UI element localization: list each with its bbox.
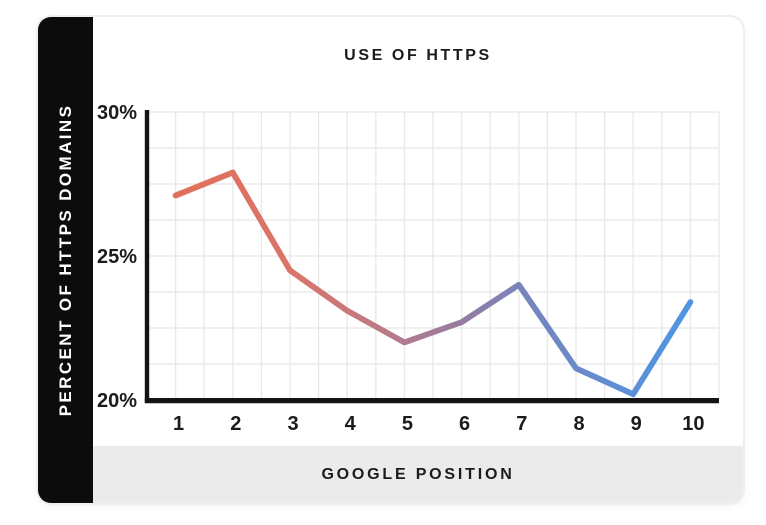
x-axis-title-bar: GOOGLE POSITION	[93, 446, 743, 503]
x-tick-label: 10	[682, 413, 704, 435]
y-tick-label: 30%	[97, 102, 137, 124]
y-axis-title-bar: PERCENT OF HTTPS DOMAINS	[38, 17, 93, 503]
y-tick-label: 25%	[97, 246, 137, 268]
x-tick-label: 9	[631, 413, 642, 435]
x-tick-label: 1	[173, 413, 184, 435]
x-tick-label: 2	[230, 413, 241, 435]
x-tick-label: 8	[573, 413, 584, 435]
x-tick-label: 7	[516, 413, 527, 435]
x-tick-label: 3	[287, 413, 298, 435]
chart-card: PERCENT OF HTTPS DOMAINS USE OF HTTPS GO…	[38, 17, 743, 503]
x-tick-label: 5	[402, 413, 413, 435]
x-tick-label: 4	[345, 413, 357, 435]
x-axis-title: GOOGLE POSITION	[321, 465, 515, 483]
y-tick-label: 20%	[97, 390, 137, 412]
x-tick-label: 6	[459, 413, 470, 435]
chart-title: USE OF HTTPS	[344, 47, 492, 64]
data-line	[172, 169, 694, 398]
